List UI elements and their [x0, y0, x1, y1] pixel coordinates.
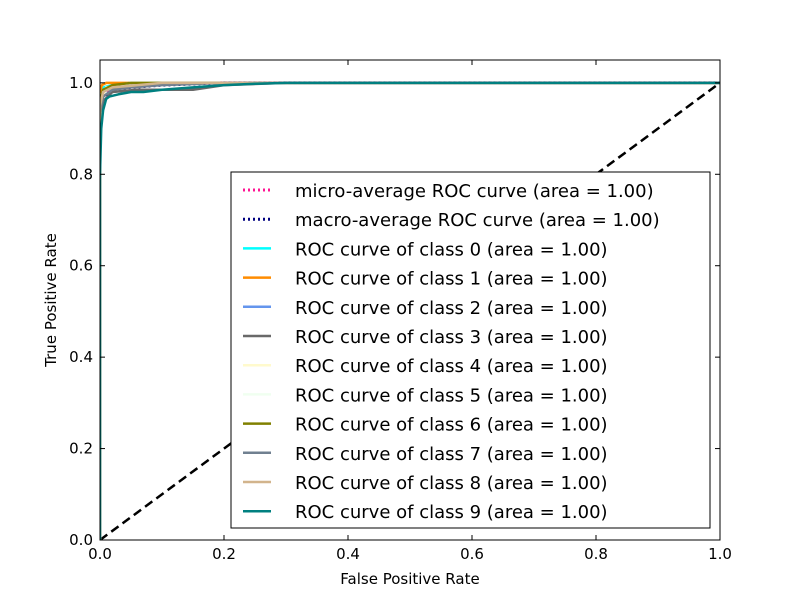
plot-frame: [99, 59, 721, 541]
x-axis-label: False Positive Rate: [340, 570, 479, 588]
x-tick-label: 1.0: [708, 545, 732, 563]
x-tick-label: 0.0: [88, 545, 112, 563]
legend-label: ROC curve of class 8 (area = 1.00): [295, 473, 608, 494]
series-layer: [100, 81, 720, 540]
legend-label: macro-average ROC curve (area = 1.00): [295, 210, 660, 231]
x-tick-label: 0.2: [212, 545, 236, 563]
legend-label: micro-average ROC curve (area = 1.00): [295, 181, 654, 202]
legend-label: ROC curve of class 1 (area = 1.00): [295, 269, 608, 290]
y-tick-label: 0.8: [69, 165, 93, 183]
y-tick-label: 0.6: [69, 257, 93, 275]
x-axis-ticks: 0.0 0.2 0.4 0.6 0.8 1.0: [88, 60, 732, 563]
legend-box: [230, 171, 711, 529]
x-tick-label: 0.4: [336, 545, 360, 563]
legend-label: ROC curve of class 7 (area = 1.00): [295, 444, 608, 465]
x-tick-label: 0.6: [460, 545, 484, 563]
legend-label: ROC curve of class 2 (area = 1.00): [295, 298, 608, 319]
x-tick-label: 0.8: [584, 545, 608, 563]
legend-label: ROC curve of class 0 (area = 1.00): [295, 239, 608, 260]
y-axis-ticks: 0.0 0.2 0.4 0.6 0.8 1.0: [69, 74, 720, 549]
legend-label: ROC curve of class 3 (area = 1.00): [295, 327, 608, 348]
series-line-roc-curve-of-class-9-area-1-00: [100, 81, 720, 540]
y-tick-label: 0.2: [69, 440, 93, 458]
legend-label: ROC curve of class 6 (area = 1.00): [295, 415, 608, 436]
y-tick-label: 0.4: [69, 348, 93, 366]
legend: micro-average ROC curve (area = 1.00) mac…: [230, 171, 711, 529]
legend-label: ROC curve of class 5 (area = 1.00): [295, 385, 608, 406]
y-axis-label: True Positive Rate: [42, 233, 60, 368]
legend-label: ROC curve of class 9 (area = 1.00): [295, 502, 608, 523]
y-tick-label: 0.0: [69, 531, 93, 549]
legend-label: ROC curve of class 4 (area = 1.00): [295, 356, 608, 377]
y-tick-label: 1.0: [69, 74, 93, 92]
